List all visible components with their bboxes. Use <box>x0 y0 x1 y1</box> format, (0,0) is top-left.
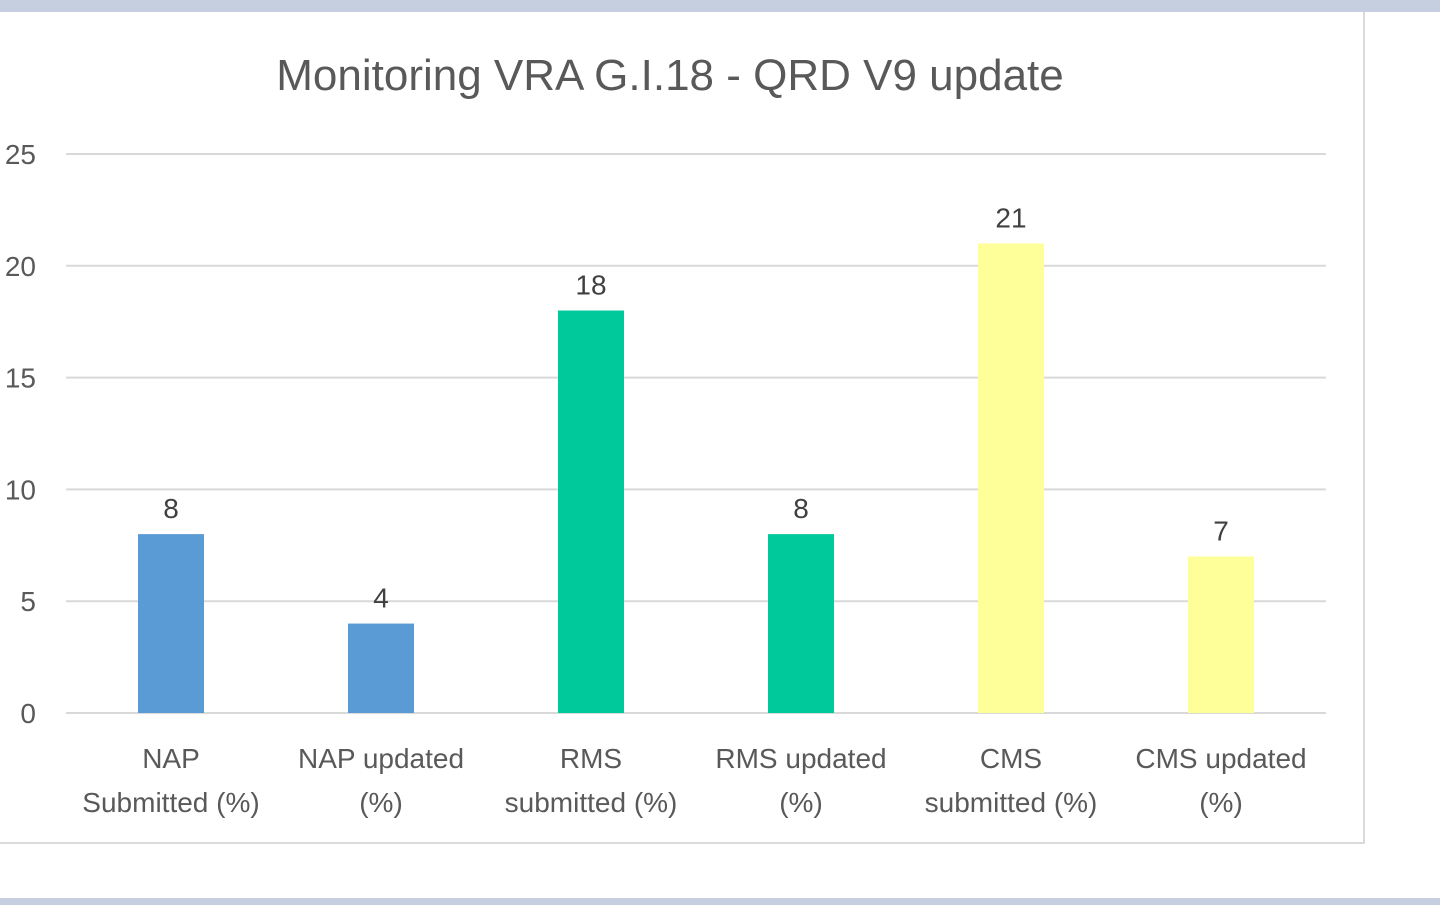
bar <box>1188 556 1254 713</box>
bar-chart: Monitoring VRA G.I.18 - QRD V9 update 0 5… <box>5 51 1326 818</box>
y-tick-label: 10 <box>5 474 36 505</box>
y-tick-label: 0 <box>20 698 36 729</box>
data-label: 7 <box>1213 515 1229 546</box>
chart-title: Monitoring VRA G.I.18 - QRD V9 update <box>276 51 1064 100</box>
data-label: 18 <box>575 270 606 301</box>
chart-panel: Monitoring VRA G.I.18 - QRD V9 update 0 5… <box>0 12 1365 844</box>
y-tick-label: 5 <box>20 586 36 617</box>
bar <box>768 534 834 713</box>
category-label: NAP updated (%) <box>298 743 464 818</box>
y-tick-label: 15 <box>5 363 36 394</box>
category-labels: NAP Submitted (%) NAP updated (%) RMS submitt… <box>82 743 1306 818</box>
bar <box>138 534 204 713</box>
data-label: 8 <box>163 493 179 524</box>
category-label: RMS updated (%) <box>715 743 886 818</box>
data-label: 21 <box>995 202 1026 233</box>
data-label: 4 <box>373 583 389 614</box>
bar <box>348 623 414 713</box>
top-window-strip <box>0 0 1440 12</box>
category-label: RMS submitted (%) <box>505 743 678 818</box>
y-axis-ticks: 0 5 10 15 20 25 <box>5 139 36 729</box>
category-label: NAP Submitted (%) <box>82 743 259 818</box>
data-label: 8 <box>793 493 809 524</box>
bottom-window-strip <box>0 898 1440 905</box>
y-tick-label: 25 <box>5 139 36 170</box>
bars <box>138 243 1254 713</box>
y-tick-label: 20 <box>5 251 36 282</box>
category-label: CMS updated (%) <box>1135 743 1306 818</box>
bar <box>978 243 1044 713</box>
data-labels: 8 4 18 8 21 7 <box>163 202 1229 613</box>
gridlines <box>66 153 1326 714</box>
category-label: CMS submitted (%) <box>925 743 1098 818</box>
bar <box>558 310 624 713</box>
